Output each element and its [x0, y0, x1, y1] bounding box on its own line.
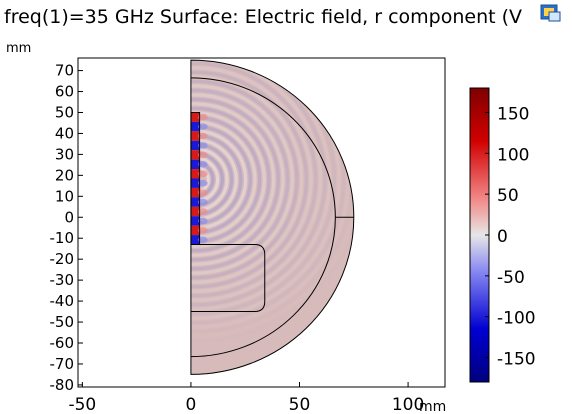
outer-boundary — [190, 59, 354, 375]
near-field-lobe — [198, 142, 208, 149]
near-field-lobe — [198, 198, 208, 206]
wave-front — [190, 60, 327, 307]
wave-front — [190, 88, 290, 271]
colorbar-ticks: 150 100 50 0 -50 -100 -150 — [485, 105, 536, 370]
near-field-lobe — [198, 113, 208, 121]
y-tick-label: -60 — [50, 334, 75, 352]
y-tick-label: 20 — [55, 166, 74, 184]
near-field-lobe — [198, 236, 208, 244]
near-field-lobe — [198, 189, 208, 196]
near-field-lobe — [198, 170, 208, 178]
near-field-lobe — [198, 123, 208, 130]
y-tick-label: 10 — [55, 187, 74, 205]
plate-field-band — [190, 112, 200, 122]
y-tick-label: 0 — [64, 208, 74, 226]
wave-front — [190, 60, 322, 302]
field-background — [190, 60, 354, 375]
wave-front — [190, 60, 354, 338]
colorbar-tick-label: -50 — [497, 268, 525, 288]
colorbar-tick-label: -150 — [497, 350, 536, 370]
plate-field-band — [190, 159, 200, 170]
y-tick-label: -80 — [50, 376, 75, 394]
wave-front — [190, 60, 346, 325]
colorbar-tick-label: 50 — [497, 186, 519, 206]
x-tick-label: 0 — [186, 395, 197, 414]
y-tick-label: -70 — [50, 355, 75, 373]
y-axis: 70 60 50 40 30 20 10 0 -10 -20 -30 -40 -50 -60 -70 -80 — [50, 62, 83, 394]
y-tick-label: -20 — [50, 250, 75, 268]
x-tick-label: -50 — [68, 395, 96, 414]
wave-front — [190, 60, 341, 320]
colorbar-tick-label: 150 — [497, 105, 529, 125]
field-domain — [190, 59, 354, 375]
wave-front — [190, 61, 318, 298]
near-field-lobe — [198, 151, 208, 159]
plate-field-band — [190, 197, 200, 207]
plate-field-band — [190, 169, 200, 179]
wave-front — [190, 70, 308, 289]
plate-field-band — [190, 150, 200, 160]
plate-field-band — [190, 140, 200, 151]
plate-field-band — [190, 187, 200, 198]
wave-front — [190, 106, 271, 253]
x-tick-label: 100 — [392, 395, 424, 414]
y-tick-label: 50 — [55, 103, 74, 121]
inner-boundary-arc — [190, 77, 336, 358]
near-field-lobe — [198, 227, 208, 234]
y-tick-label: -10 — [50, 229, 75, 247]
near-field-lobe — [198, 208, 208, 215]
plate-field-band — [190, 131, 200, 141]
x-axis: -50 0 50 100 — [68, 382, 424, 414]
y-tick-label: 30 — [55, 145, 74, 163]
wave-front — [190, 84, 294, 275]
wave-front — [190, 97, 280, 262]
x-tick-label: 50 — [289, 395, 311, 414]
near-field-lobe — [198, 132, 208, 140]
y-tick-label: -40 — [50, 292, 75, 310]
image-export-icon[interactable] — [539, 2, 563, 24]
wave-front — [190, 102, 276, 257]
wave-front — [190, 75, 304, 284]
x-unit-label: mm — [419, 399, 446, 414]
near-field-lobe — [198, 161, 208, 168]
wave-front — [190, 93, 285, 266]
wave-front — [190, 79, 299, 280]
near-field-lobe — [198, 179, 208, 187]
plate-field-band — [190, 121, 200, 132]
colorbar-tick-label: 100 — [497, 145, 529, 165]
y-tick-label: -50 — [50, 313, 75, 331]
plot-title: freq(1)=35 GHz Surface: Electric field, … — [4, 6, 523, 28]
y-unit-label: mm — [6, 41, 31, 56]
wave-front — [190, 66, 313, 293]
near-field-lobe — [198, 217, 208, 225]
y-tick-label: 70 — [55, 62, 74, 80]
wave-front — [190, 60, 336, 316]
plate-field-band — [190, 178, 200, 188]
y-tick-label: -30 — [50, 271, 75, 289]
plate-field-band — [190, 235, 200, 245]
plate-field-band — [190, 225, 200, 236]
block-outline — [190, 244, 266, 313]
colorbar-tick-label: -100 — [497, 309, 536, 329]
plate-field-band — [190, 216, 200, 226]
colorbar-tick-label: 0 — [497, 227, 508, 247]
y-tick-label: 60 — [55, 83, 74, 101]
plate-field-band — [190, 206, 200, 217]
y-tick-label: 40 — [55, 124, 74, 142]
wave-front — [190, 60, 350, 329]
